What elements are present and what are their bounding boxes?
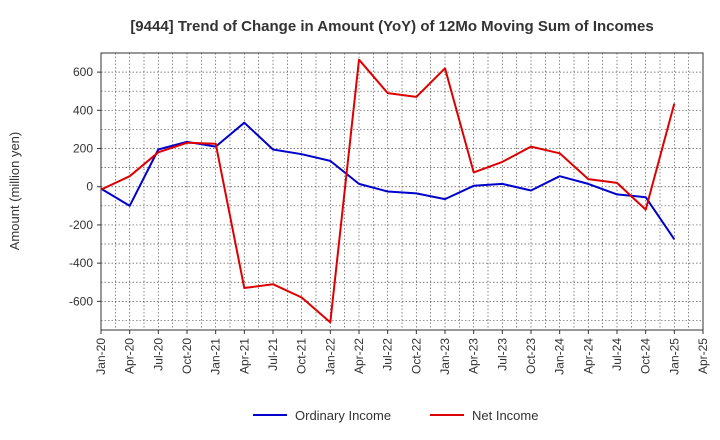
x-tick-label: Jan-24: [553, 338, 567, 375]
x-tick-label: Apr-24: [581, 338, 595, 374]
y-tick-label: -200: [69, 218, 93, 232]
x-tick-label: Apr-20: [123, 338, 137, 374]
y-tick-label: -600: [69, 294, 93, 308]
series-line-net-income: [100, 58, 676, 324]
y-tick-label: 200: [73, 142, 93, 156]
x-tick-label: Jul-23: [495, 338, 509, 371]
x-tick-label: Oct-22: [409, 338, 423, 374]
x-tick-label: Jan-22: [323, 338, 337, 375]
plot-area-frame: [100, 52, 704, 331]
y-axis-label: Amount (million yen): [7, 132, 22, 251]
x-tick-label: Jan-20: [94, 338, 108, 375]
x-tick-label: Oct-24: [639, 338, 653, 374]
x-tick-label: Jan-25: [667, 338, 681, 375]
x-tick-label: Jul-20: [151, 338, 165, 371]
x-tick-label: Jul-24: [610, 338, 624, 371]
y-tick-label: 600: [73, 65, 93, 79]
grid: [100, 52, 704, 330]
x-tick-label: Jan-21: [209, 338, 223, 375]
x-tick-label: Jan-23: [438, 338, 452, 375]
x-tick-label: Apr-22: [352, 338, 366, 374]
x-axis-ticks: Jan-20 Apr-20 Jul-20 Oct-20 Jan-21 Apr-21 Jul-…: [94, 330, 710, 375]
y-tick-label: 0: [86, 180, 93, 194]
y-axis-ticks: -600 -400 -200 0 200 400 600: [69, 65, 101, 308]
series-group: [100, 58, 676, 324]
x-tick-label: Oct-21: [295, 338, 309, 374]
x-tick-label: Oct-20: [180, 338, 194, 374]
chart-title: [9444] Trend of Change in Amount (YoY) o…: [130, 18, 653, 35]
x-tick-label: Apr-25: [696, 338, 710, 374]
x-tick-label: Apr-23: [467, 338, 481, 374]
x-tick-label: Oct-23: [524, 338, 538, 374]
legend-label-ordinary-income: Ordinary Income: [295, 408, 391, 423]
x-tick-label: Jul-22: [381, 338, 395, 371]
legend: Ordinary Income Net Income: [253, 408, 538, 423]
y-tick-label: -400: [69, 256, 93, 270]
x-tick-label: Apr-21: [237, 338, 251, 374]
y-tick-label: 400: [73, 103, 93, 117]
x-tick-label: Jul-21: [266, 338, 280, 371]
legend-label-net-income: Net Income: [472, 408, 538, 423]
